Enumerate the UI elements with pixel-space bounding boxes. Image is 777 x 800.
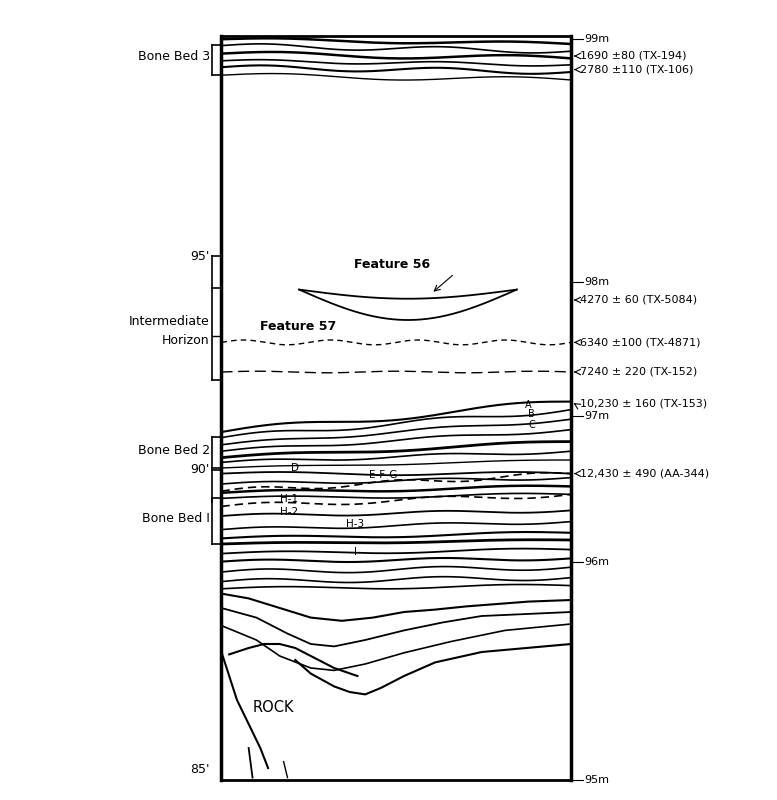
Text: 10,230 ± 160 (TX-153): 10,230 ± 160 (TX-153): [580, 399, 708, 409]
Text: E-F-G: E-F-G: [369, 470, 398, 479]
Text: Bone Bed 2: Bone Bed 2: [138, 444, 210, 457]
Text: I: I: [354, 547, 357, 557]
Text: C: C: [528, 419, 535, 430]
Text: 96m: 96m: [584, 557, 609, 566]
Text: 2780 ±110 (TX-106): 2780 ±110 (TX-106): [580, 65, 694, 74]
Text: 7240 ± 220 (TX-152): 7240 ± 220 (TX-152): [580, 367, 698, 377]
Text: H-2: H-2: [280, 507, 298, 517]
Text: Horizon: Horizon: [162, 334, 210, 346]
Text: H-3: H-3: [346, 519, 364, 530]
Text: 95m: 95m: [584, 775, 609, 785]
Text: A: A: [524, 400, 531, 410]
Text: D: D: [291, 463, 299, 474]
Text: 98m: 98m: [584, 277, 609, 286]
Text: Intermediate: Intermediate: [129, 315, 210, 328]
Text: 99m: 99m: [584, 34, 609, 44]
Text: 6340 ±100 (TX-4871): 6340 ±100 (TX-4871): [580, 338, 701, 347]
Text: 4270 ± 60 (TX-5084): 4270 ± 60 (TX-5084): [580, 295, 698, 305]
Text: H-1: H-1: [280, 494, 298, 504]
Text: 12,430 ± 490 (AA-344): 12,430 ± 490 (AA-344): [580, 469, 709, 478]
Text: ROCK: ROCK: [253, 700, 294, 715]
Text: Feature 57: Feature 57: [260, 321, 336, 334]
Text: 1690 ±80 (TX-194): 1690 ±80 (TX-194): [580, 51, 687, 61]
Text: 85': 85': [190, 763, 210, 776]
Text: 97m: 97m: [584, 411, 609, 421]
Text: 95': 95': [190, 250, 210, 262]
Text: B: B: [528, 410, 535, 419]
Text: Feature 56: Feature 56: [354, 258, 430, 271]
Text: 90': 90': [190, 463, 210, 476]
Text: Bone Bed I: Bone Bed I: [142, 512, 210, 525]
Text: Bone Bed 3: Bone Bed 3: [138, 50, 210, 62]
